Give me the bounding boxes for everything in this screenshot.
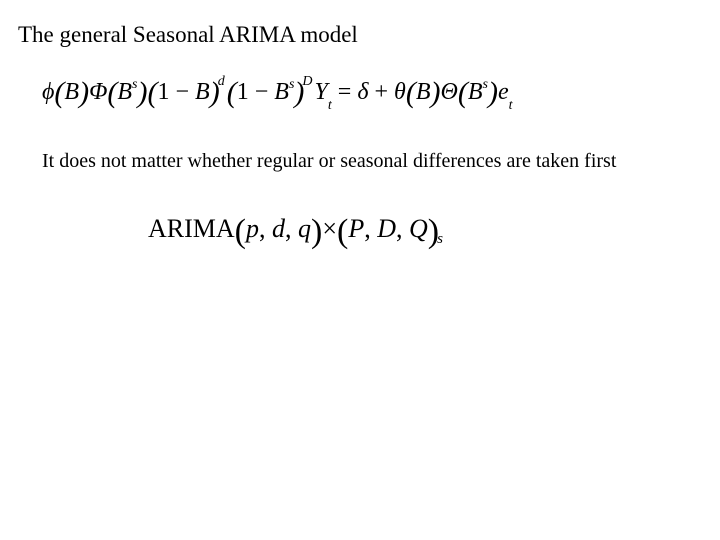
rparen: ) — [311, 213, 322, 250]
sym-d: d — [272, 214, 285, 243]
sup-s: s — [483, 77, 488, 92]
sup-s: s — [132, 77, 137, 92]
sym-q: q — [298, 214, 311, 243]
lparen: ( — [148, 76, 158, 109]
lparen: ( — [235, 213, 246, 250]
sym-B: B — [416, 79, 431, 105]
sym-e: e — [498, 79, 509, 105]
sym-B: B — [195, 79, 210, 105]
sym-theta: θ — [394, 79, 406, 105]
rparen: ) — [79, 76, 89, 109]
sym-D: D — [377, 214, 396, 243]
sym-delta: δ — [357, 79, 368, 105]
sub-s: s — [437, 231, 443, 247]
eq: = — [338, 79, 352, 105]
equation-sarima-model: ϕ(B)Φ(Bs)(1 − B)d(1 − Bs)DYt = δ + θ(B)Θ… — [42, 76, 702, 110]
rparen: ) — [430, 76, 440, 109]
sub-t: t — [328, 98, 332, 113]
page-title: The general Seasonal ARIMA model — [18, 22, 702, 48]
lparen: ( — [458, 76, 468, 109]
minus: − — [176, 79, 190, 105]
minus: − — [255, 79, 269, 105]
sym-B: B — [274, 79, 289, 105]
sub-t: t — [509, 98, 513, 113]
sym-p: p — [246, 214, 259, 243]
rparen: ) — [488, 76, 498, 109]
lparen: ( — [54, 76, 64, 109]
sym-B: B — [468, 79, 483, 105]
sym-B: B — [64, 79, 79, 105]
sym-Phi: Φ — [89, 79, 107, 105]
sym-B: B — [117, 79, 132, 105]
lparen: ( — [107, 76, 117, 109]
lparen: ( — [227, 76, 237, 109]
sym-P: P — [348, 214, 364, 243]
times: × — [322, 214, 337, 243]
num-1: 1 — [158, 79, 170, 105]
num-1: 1 — [237, 79, 249, 105]
sym-phi: ϕ — [42, 79, 54, 105]
sup-s: s — [289, 77, 294, 92]
sup-d: d — [218, 74, 225, 89]
equation-sarima-notation: ARIMA(p, d, q)×(P, D, Q)s — [148, 213, 702, 251]
sup-D: D — [302, 74, 312, 89]
sym-Q: Q — [409, 214, 428, 243]
sym-Theta: Θ — [440, 79, 457, 105]
sym-Y: Y — [315, 79, 328, 105]
plus: + — [374, 79, 388, 105]
lparen: ( — [337, 213, 348, 250]
note-text: It does not matter whether regular or se… — [42, 150, 702, 173]
lparen: ( — [406, 76, 416, 109]
arima-label: ARIMA — [148, 214, 235, 243]
rparen: ) — [138, 76, 148, 109]
